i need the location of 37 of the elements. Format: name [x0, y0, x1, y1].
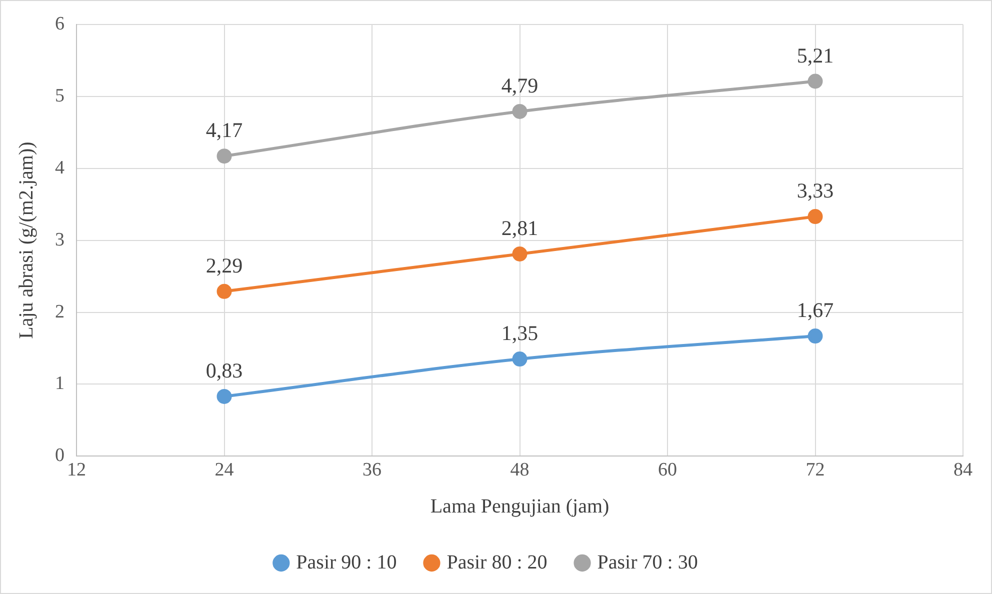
data-label: 4,17 [206, 118, 243, 142]
x-tick-label: 12 [67, 460, 86, 481]
point [808, 328, 823, 344]
y-tick-label: 5 [55, 85, 64, 106]
legend-label: Pasir 70 : 30 [597, 551, 698, 574]
point [512, 246, 528, 262]
x-axis-title: Lama Pengujian (jam) [430, 495, 610, 518]
point [512, 104, 528, 119]
data-label: 1,67 [796, 298, 834, 322]
x-tick-label: 24 [214, 460, 234, 481]
data-label: 2,29 [206, 253, 243, 278]
data-label: 5,21 [796, 43, 834, 68]
legend-label: Pasir 90 : 10 [296, 551, 397, 574]
x-tick-label: 84 [954, 460, 973, 481]
y-tick-label: 2 [55, 301, 64, 322]
point [808, 209, 823, 224]
y-tick-label: 6 [55, 13, 64, 34]
data-label: 4,79 [501, 73, 538, 98]
y-axis-title: Laju abrasi (g/(m2.jam)) [15, 142, 38, 339]
data-label: 1,35 [501, 321, 538, 346]
legend-label: Pasir 80 : 20 [446, 551, 548, 574]
x-tick-label: 72 [806, 460, 825, 481]
data-label: 2,81 [501, 216, 538, 240]
x-tick-label: 48 [510, 460, 530, 481]
point [808, 74, 823, 89]
point [216, 388, 232, 404]
x-tick-label: 36 [362, 460, 382, 481]
y-tick-label: 4 [55, 157, 65, 178]
point [216, 148, 232, 164]
y-tick-label: 1 [55, 373, 64, 394]
point [512, 352, 528, 367]
data-label: 3,33 [796, 178, 834, 203]
y-tick-label: 0 [55, 445, 64, 466]
x-tick-label: 60 [658, 460, 677, 481]
point [216, 284, 232, 299]
data-label: 0,83 [206, 358, 243, 382]
y-tick-label: 3 [55, 229, 64, 250]
